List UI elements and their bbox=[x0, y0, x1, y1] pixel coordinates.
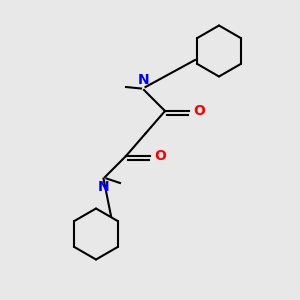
Text: O: O bbox=[194, 104, 206, 118]
Text: O: O bbox=[154, 149, 166, 163]
Text: N: N bbox=[98, 180, 109, 194]
Text: N: N bbox=[138, 73, 150, 87]
